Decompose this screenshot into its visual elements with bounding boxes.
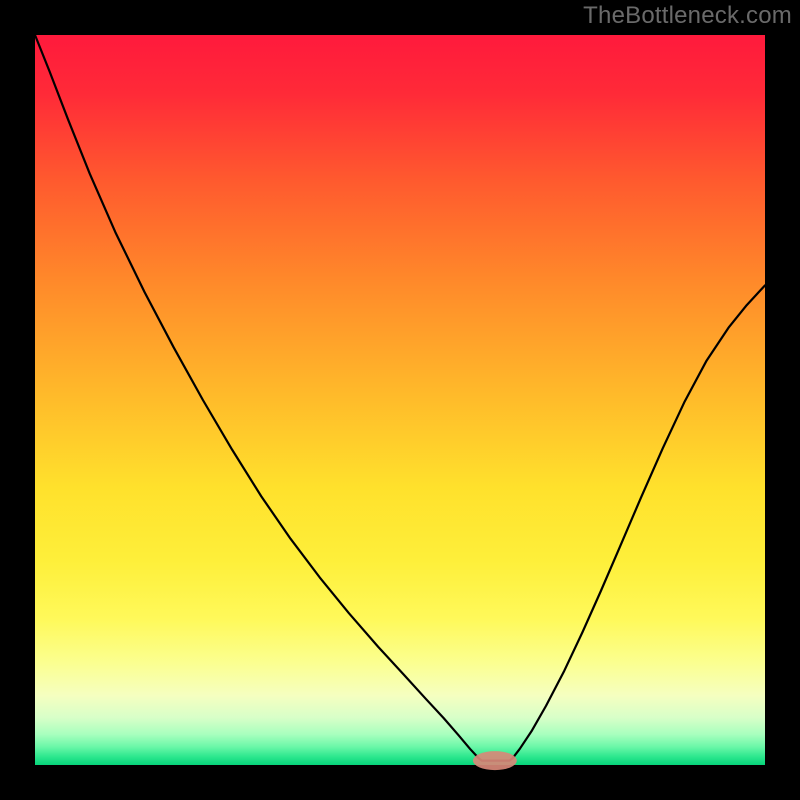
min-marker <box>473 751 517 770</box>
bottleneck-chart <box>0 0 800 800</box>
watermark-text: TheBottleneck.com <box>583 2 792 30</box>
plot-gradient-bg <box>35 35 765 765</box>
stage: TheBottleneck.com <box>0 0 800 800</box>
